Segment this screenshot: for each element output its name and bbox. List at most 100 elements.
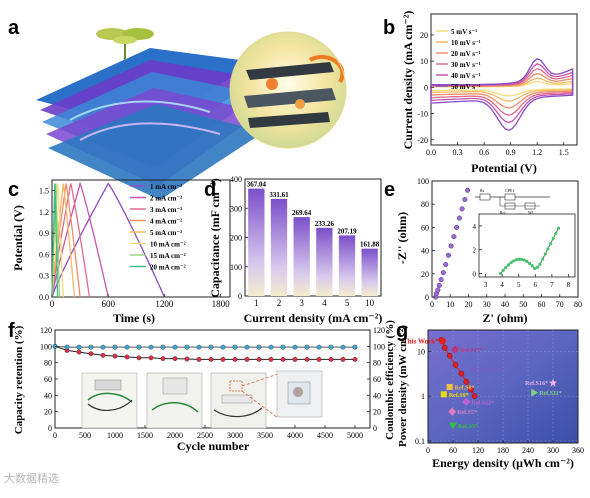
y-tick-label: 0.9 <box>39 229 49 238</box>
x-tick-label: 1200 <box>155 299 174 309</box>
photo-device-zoom <box>276 370 323 418</box>
y-tick-label: 20 <box>421 270 429 279</box>
panel-d: d 367.04 1 331.61 2 269.64 3 233.26 4 207.19 5 161… <box>204 175 382 325</box>
panel-label-g: g <box>396 320 408 342</box>
cycling-point <box>280 344 286 350</box>
ragone-point-label: Ref.S17* <box>460 348 483 354</box>
x-tick-label: 1500 <box>137 431 153 440</box>
cycling-point <box>280 356 286 362</box>
x-tick-label: 6 <box>534 281 538 289</box>
ragone-marker <box>469 365 477 374</box>
cycling-point <box>340 356 346 362</box>
y-tick-label: 20 <box>44 408 52 417</box>
cycling-point <box>112 344 118 350</box>
x-tick-label: 60 <box>538 300 546 309</box>
y-axis-label-d: Capacitance (mF cm⁻²) <box>208 178 222 297</box>
cycling-point <box>328 344 334 350</box>
nyquist-point <box>435 287 441 293</box>
nyquist-point <box>465 187 471 193</box>
y-axis-label-g: Power density (mW cm⁻²) <box>397 325 409 447</box>
x-tick-label: 600 <box>101 299 115 309</box>
bar-value-label: 161.88 <box>360 241 380 249</box>
y2-tick-label: 0 <box>373 424 377 433</box>
panel-c: c 1 mA cm⁻² 2 mA cm⁻² 3 mA cm⁻² 4 mA cm⁻² 5 … <box>8 179 231 325</box>
y-axis-label-left-f: Capacity retention (%) <box>13 325 25 434</box>
cycling-point <box>124 344 130 350</box>
watermark-text: 大数据精选 <box>4 472 59 485</box>
legend-entry: 30 mV s⁻¹ <box>451 61 481 69</box>
inset-nyquist-point <box>512 259 516 263</box>
plant-icon <box>96 28 154 60</box>
ragone-marker <box>549 378 557 387</box>
photo-device-1 <box>81 372 138 429</box>
x-tick-label: 8 <box>567 281 571 289</box>
cycling-point <box>88 351 94 357</box>
cycling-point <box>244 344 250 350</box>
legend-entry: 4 mA cm⁻² <box>150 218 182 226</box>
y-axis-label-b: Current density (mA cm⁻²) <box>401 11 415 150</box>
ragone-point-label: Ref.S23* <box>479 368 502 374</box>
x-tick-label: 4 <box>322 298 327 308</box>
nyquist-point <box>436 282 442 288</box>
legend-entry: 20 mV s⁻¹ <box>451 50 481 58</box>
x-tick-label: 10 <box>446 300 454 309</box>
ragone-point-label: Ref.S11* <box>539 391 562 397</box>
nyquist-point <box>456 215 462 221</box>
nyquist-point <box>438 277 444 283</box>
y-tick-label: 20 <box>420 31 428 40</box>
y-tick-label: 0 <box>424 83 428 92</box>
cycling-point <box>160 356 166 361</box>
gcd-curves <box>51 181 165 298</box>
cycling-point <box>292 344 298 350</box>
y-tick-label: 100 <box>417 177 429 186</box>
inset-nyquist-point <box>509 261 513 265</box>
bar-value-label: 367.04 <box>247 181 267 189</box>
cycling-point <box>196 344 202 350</box>
gcd-curve-series <box>51 183 76 298</box>
photo-device-2 <box>146 372 203 429</box>
legend-entry: 20 mA cm⁻² <box>150 264 186 272</box>
cycling-point <box>352 344 358 350</box>
legend-entry: 15 mA cm⁻² <box>150 252 186 260</box>
bar-value-label: 269.64 <box>292 209 312 217</box>
ragone-marker <box>531 388 539 397</box>
y-axis-label-e: -Z'' (ohm) <box>395 212 409 264</box>
nyquist-point <box>443 261 449 268</box>
inset-nyquist-point <box>554 231 558 235</box>
y-tick-label: 0.0 <box>39 293 49 302</box>
cycling-point <box>64 344 70 350</box>
y-tick-label: 60 <box>421 223 429 232</box>
y-tick-label: 200 <box>230 234 242 243</box>
plot-frame-c <box>51 179 231 298</box>
cycling-point <box>268 356 274 362</box>
cycling-point <box>340 344 346 350</box>
x-tick-label: 0 <box>50 299 55 309</box>
x-tick-label: 2000 <box>167 431 183 440</box>
cycling-point <box>328 356 334 362</box>
x-tick-label: 0 <box>430 300 434 309</box>
x-tick-label: 1.2 <box>532 148 542 157</box>
cycling-point <box>148 344 154 350</box>
inset-nyquist-point <box>498 271 503 276</box>
x-tick-label: 80 <box>574 300 582 309</box>
cycling-point <box>160 344 166 350</box>
x-tick-label: 7 <box>550 281 554 289</box>
inset-nyquist-point <box>548 242 553 246</box>
inset-nyquist-point <box>504 265 508 270</box>
y-tick-label: -20 <box>417 136 428 145</box>
plot-frame-b <box>430 13 578 146</box>
legend-entry: 5 mV s⁻¹ <box>451 28 477 36</box>
this-work-point <box>441 345 448 351</box>
y-axis-ticks-c: 0.0 0.3 0.6 0.9 1.2 1.5 <box>39 187 55 302</box>
x-tick-label: 4000 <box>287 431 303 440</box>
cycling-point <box>112 353 118 359</box>
x-tick-label: 240 <box>522 446 534 455</box>
x-tick-label: 120 <box>472 446 484 455</box>
x-tick-label: 0.0 <box>426 148 436 157</box>
nyquist-point <box>448 243 454 249</box>
panel-label-b: b <box>383 17 395 39</box>
x-tick-label: 10 <box>365 298 375 308</box>
cycling-line <box>54 345 355 360</box>
x-axis-ticks-g: 0 60 120 180 240 300 360 <box>426 440 584 455</box>
y-tick-label: 0 <box>48 424 52 433</box>
